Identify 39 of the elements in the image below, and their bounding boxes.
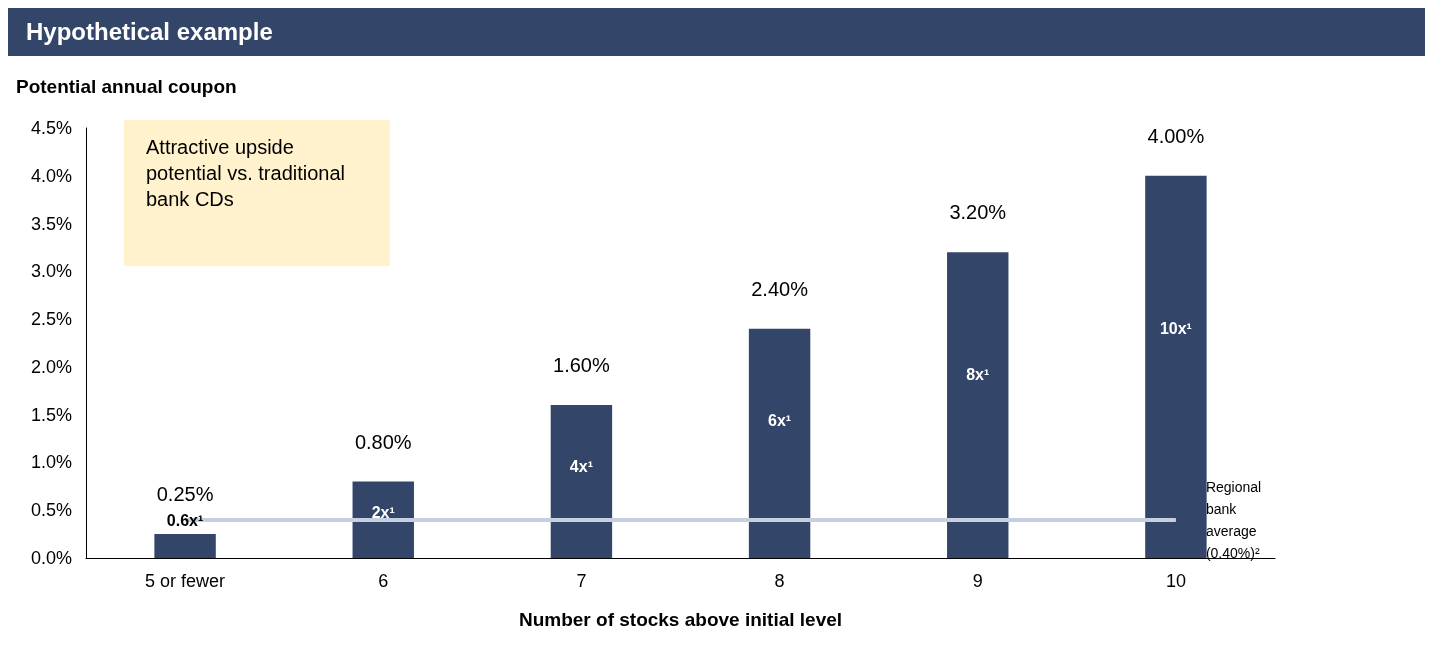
annotation: 10x¹	[1159, 320, 1192, 338]
x-tick-label: 9	[972, 571, 983, 591]
y-tick-label: 0.5%	[30, 500, 72, 521]
bar	[154, 534, 216, 558]
y-tick-label: 4.5%	[30, 118, 72, 138]
data-label: 3.20%	[949, 201, 1007, 224]
chart-title: Hypothetical example	[8, 8, 1425, 56]
y-axis-title: Potential annual coupon	[16, 76, 238, 98]
x-tick-label: 8	[774, 571, 785, 591]
y-tick-label: 1.0%	[30, 452, 72, 473]
y-tick-label: 1.5%	[30, 404, 72, 425]
callout-box: Attractive upside potential vs. traditional bank CDs	[124, 120, 390, 266]
bar	[550, 405, 613, 558]
annotation: 6x¹	[768, 411, 792, 429]
data-label: 1.60%	[553, 354, 610, 377]
y-tick-label: 4.0%	[30, 165, 72, 186]
bar	[1145, 175, 1207, 558]
x-tick-label: 5 or fewer	[145, 571, 226, 591]
data-label: 0.25%	[156, 483, 214, 506]
data-label: 2.40%	[751, 277, 809, 300]
bar	[748, 328, 811, 558]
bar	[352, 481, 414, 558]
data-label: 0.80%	[354, 430, 412, 453]
x-tick-label: 6	[378, 571, 389, 591]
x-tick-label: 7	[576, 571, 587, 591]
annotation: 2x¹	[371, 503, 395, 521]
y-tick-label: 3.0%	[30, 261, 72, 282]
annotation: 8x¹	[966, 366, 990, 384]
ref-line-label: Regional bank average (0.40%)²	[1205, 478, 1266, 561]
annotation: 0.6x¹	[166, 511, 204, 529]
y-tick-label: 2.5%	[30, 309, 72, 330]
y-tick-label: 0.0%	[30, 548, 72, 568]
data-label: 4.00%	[1147, 124, 1205, 147]
annotation: 4x¹	[569, 457, 593, 475]
x-axis-title: Number of stocks above initial level	[518, 609, 843, 630]
x-tick-label: 10	[1165, 571, 1186, 591]
y-tick-label: 3.5%	[30, 213, 72, 234]
y-tick-label: 2.0%	[30, 356, 72, 377]
bar	[947, 252, 1009, 558]
